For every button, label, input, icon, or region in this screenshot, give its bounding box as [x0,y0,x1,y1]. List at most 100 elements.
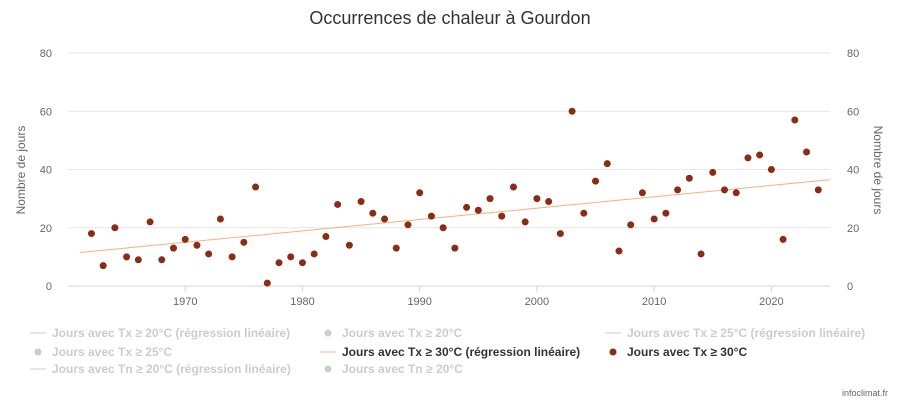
data-point[interactable] [685,174,693,182]
data-point[interactable] [592,177,600,185]
y-tick-label-right: 80 [847,48,859,60]
data-point[interactable] [404,221,412,229]
data-point[interactable] [416,189,424,197]
data-point[interactable] [463,203,471,211]
data-point[interactable] [181,235,189,243]
y-axis-right: 0 20 40 60 80 [847,48,859,293]
data-point[interactable] [216,215,224,223]
data-point[interactable] [674,186,682,194]
y-tick-label-right: 20 [847,223,859,235]
y-tick-label-left: 20 [40,223,52,235]
legend-item[interactable]: Jours avec Tx ≥ 30°C (régression linéair… [320,345,580,359]
legend-item[interactable]: Jours avec Tn ≥ 20°C (régression linéair… [30,362,291,376]
legend-item[interactable]: Jours avec Tx ≥ 30°C [609,345,748,359]
legend-label: Jours avec Tx ≥ 30°C (régression linéair… [342,345,580,359]
data-point[interactable] [369,209,377,217]
data-point[interactable] [533,195,541,203]
data-point[interactable] [263,279,271,287]
data-point[interactable] [486,195,494,203]
data-point[interactable] [638,189,646,197]
data-point[interactable] [123,253,131,261]
data-point[interactable] [732,189,740,197]
data-point[interactable] [744,154,752,162]
data-point[interactable] [662,209,670,217]
y-tick-label-left: 60 [40,106,52,118]
data-point[interactable] [111,224,119,232]
data-point[interactable] [556,230,564,238]
data-point[interactable] [580,209,588,217]
data-point[interactable] [275,259,283,267]
data-point[interactable] [87,230,95,238]
data-point[interactable] [615,247,623,255]
y-axis-title-left: Nombre de jours [14,126,28,215]
data-point[interactable] [205,250,213,258]
legend-dot-symbol [324,329,332,337]
data-point[interactable] [650,215,658,223]
legend-item[interactable]: Jours avec Tx ≥ 25°C (régression linéair… [605,326,865,340]
legend-label: Jours avec Tx ≥ 25°C [52,345,172,359]
data-point[interactable] [228,253,236,261]
y-tick-label-right: 0 [847,281,853,293]
x-tick-label: 1990 [407,296,431,308]
data-point[interactable] [310,250,318,258]
legend-item[interactable]: Jours avec Tx ≥ 20°C [324,326,463,340]
legend-label: Jours avec Tx ≥ 20°C (régression linéair… [52,326,290,340]
data-point[interactable] [193,241,201,249]
legend-label: Jours avec Tx ≥ 25°C (régression linéair… [627,326,865,340]
data-point[interactable] [170,244,178,252]
data-point[interactable] [345,241,353,249]
data-point[interactable] [603,160,611,168]
data-point[interactable] [568,107,576,115]
credit[interactable]: infoclimat.fr [842,388,888,398]
data-point[interactable] [252,183,260,191]
data-point[interactable] [627,221,635,229]
legend-label: Jours avec Tn ≥ 20°C [342,362,463,376]
data-point[interactable] [298,259,306,267]
legend-label: Jours avec Tx ≥ 30°C [627,345,747,359]
y-tick-label-left: 80 [40,48,52,60]
data-point[interactable] [697,250,705,258]
data-point[interactable] [814,186,822,194]
data-point[interactable] [779,235,787,243]
data-point[interactable] [474,206,482,214]
data-point[interactable] [720,186,728,194]
data-point[interactable] [498,212,506,220]
data-point[interactable] [322,232,330,240]
x-tick-label: 2000 [525,296,549,308]
plot-area [79,107,831,287]
x-tick-label: 1980 [290,296,314,308]
data-point[interactable] [134,256,142,264]
y-tick-label-left: 40 [40,165,52,177]
data-point[interactable] [767,166,775,173]
legend[interactable]: Jours avec Tx ≥ 20°C (régression linéair… [30,326,865,376]
data-point[interactable] [427,212,435,220]
legend-item[interactable]: Jours avec Tx ≥ 25°C [34,345,173,359]
legend-item[interactable]: Jours avec Tn ≥ 20°C [324,362,464,376]
data-point[interactable] [803,148,811,156]
data-point[interactable] [146,218,154,226]
data-point[interactable] [381,215,389,223]
data-point[interactable] [521,218,529,226]
legend-dot-symbol [324,365,332,373]
data-point[interactable] [791,116,799,124]
y-axis-left: 0 20 40 60 80 [40,48,52,293]
data-point[interactable] [451,244,459,252]
x-axis: 1970 1980 1990 2000 2010 2020 [173,286,784,308]
data-point[interactable] [334,200,342,208]
data-point[interactable] [509,183,517,191]
legend-item[interactable]: Jours avec Tx ≥ 20°C (régression linéair… [30,326,290,340]
data-point[interactable] [240,238,248,246]
data-point[interactable] [392,244,400,252]
x-tick-label: 2020 [759,296,783,308]
data-point[interactable] [99,262,107,270]
y-tick-label-right: 40 [847,165,859,177]
data-point[interactable] [158,256,166,264]
data-point[interactable] [357,198,365,206]
legend-dot-symbol [609,348,617,356]
data-point[interactable] [439,224,447,232]
data-point[interactable] [287,253,295,261]
data-point[interactable] [545,198,553,206]
data-point[interactable] [756,151,764,159]
data-point[interactable] [709,168,717,176]
